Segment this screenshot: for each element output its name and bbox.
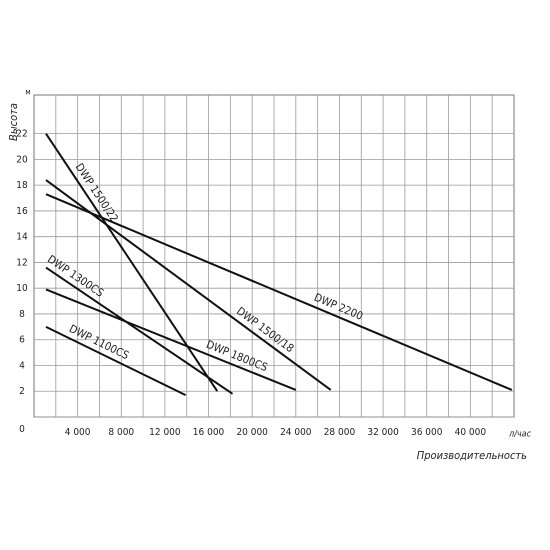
y-tick-label: 10	[16, 283, 28, 294]
series-line	[45, 266, 234, 395]
series-line	[45, 133, 219, 392]
x-tick-label: 8 000	[108, 427, 134, 438]
x-tick-label: 28 000	[324, 427, 356, 438]
x-tick-label: 16 000	[193, 427, 225, 438]
series-line	[45, 193, 513, 391]
y-unit: м	[25, 88, 30, 97]
y-tick-label: 12	[16, 257, 27, 268]
x-tick-label: 36 000	[411, 427, 443, 438]
x-tick-label: 12 000	[149, 427, 181, 438]
x-tick-label: 32 000	[367, 427, 399, 438]
y-tick-label: 8	[19, 309, 25, 320]
y-tick-label: 22	[16, 129, 27, 140]
series-label: DWP 1800CS	[204, 338, 269, 374]
x-tick-label: 40 000	[455, 427, 487, 438]
series-label: DWP 1500/18	[234, 305, 296, 356]
series-line	[45, 288, 297, 391]
x-tick-label: 24 000	[280, 427, 312, 438]
x-tick-label: 4 000	[65, 427, 91, 438]
x-unit: л/час	[508, 430, 532, 440]
y-tick-label: 2	[19, 386, 25, 397]
y-tick-label: 18	[16, 180, 28, 191]
y-tick-label: 16	[16, 206, 28, 217]
series-line	[45, 325, 187, 397]
y-tick-label: 4	[19, 360, 25, 371]
y-axis-label: Высота	[7, 103, 20, 141]
y-tick-label: 20	[16, 154, 28, 165]
x-tick-label: 20 000	[236, 427, 268, 438]
y-tick-label: 14	[16, 232, 28, 243]
y-tick-label: 6	[19, 335, 25, 346]
x-axis-label: Производительность	[417, 449, 527, 462]
y-tick-label: 0	[19, 424, 25, 435]
